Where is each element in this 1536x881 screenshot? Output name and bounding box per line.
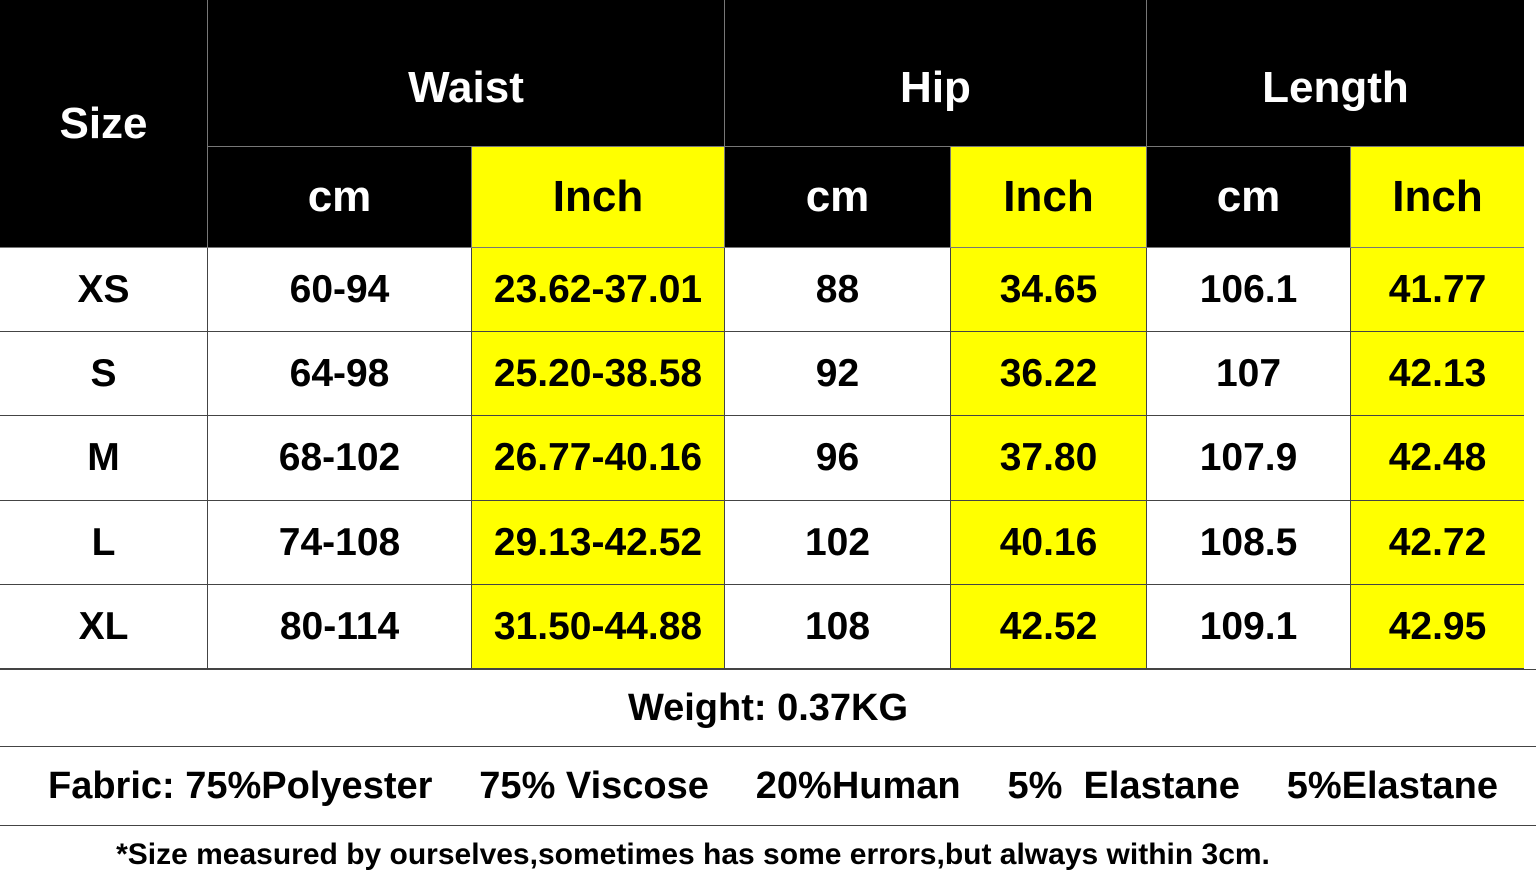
measure-cell: 42.48 <box>1350 416 1524 501</box>
measure-cell: 102 <box>724 501 950 585</box>
size-label: S <box>0 332 207 416</box>
measure-cell: 60-94 <box>207 248 471 332</box>
size-header: Size <box>0 0 207 248</box>
weight: Weight: 0.37KG <box>0 669 1536 747</box>
measure-cell: 42.13 <box>1350 332 1524 416</box>
group-header: Waist <box>207 0 724 147</box>
size-label: M <box>0 416 207 501</box>
measure-cell: 42.95 <box>1350 585 1524 669</box>
size-label: XL <box>0 585 207 669</box>
unit-header: Inch <box>1350 147 1524 248</box>
measure-cell: 80-114 <box>207 585 471 669</box>
measure-cell: 96 <box>724 416 950 501</box>
unit-header: Inch <box>471 147 724 248</box>
unit-header: cm <box>1146 147 1350 248</box>
measure-cell: 31.50-44.88 <box>471 585 724 669</box>
group-header: Length <box>1146 0 1524 147</box>
measure-cell: 26.77-40.16 <box>471 416 724 501</box>
measure-cell: 108 <box>724 585 950 669</box>
fabric-part: Fabric: 75%Polyester <box>48 764 433 807</box>
measure-cell: 40.16 <box>950 501 1146 585</box>
measure-cell: 108.5 <box>1146 501 1350 585</box>
measure-cell: 29.13-42.52 <box>471 501 724 585</box>
size-label: XS <box>0 248 207 332</box>
measure-cell: 42.72 <box>1350 501 1524 585</box>
fabric-part: 5% Elastane <box>1007 764 1240 807</box>
fabric-line <box>0 825 1536 826</box>
unit-header: Inch <box>950 147 1146 248</box>
fabric-part: 20%Human <box>755 764 961 807</box>
measure-cell: 23.62-37.01 <box>471 248 724 332</box>
measure-cell: 37.80 <box>950 416 1146 501</box>
fabric-part: 5%Elastane <box>1286 764 1498 807</box>
measure-cell: 41.77 <box>1350 248 1524 332</box>
group-header: Hip <box>724 0 1146 147</box>
fabric-row: Fabric: 75%Polyester 75% Viscose 20%Human 5… <box>48 747 1498 825</box>
measure-cell: 34.65 <box>950 248 1146 332</box>
measure-cell: 64-98 <box>207 332 471 416</box>
measure-cell: 109.1 <box>1146 585 1350 669</box>
note: *Size measured by ourselves,sometimes ha… <box>116 837 1270 871</box>
fabric-part: 75% Viscose <box>479 764 709 807</box>
measure-cell: 107 <box>1146 332 1350 416</box>
measure-cell: 36.22 <box>950 332 1146 416</box>
measure-cell: 68-102 <box>207 416 471 501</box>
measure-cell: 74-108 <box>207 501 471 585</box>
measure-cell: 42.52 <box>950 585 1146 669</box>
measure-cell: 25.20-38.58 <box>471 332 724 416</box>
measure-cell: 106.1 <box>1146 248 1350 332</box>
unit-header: cm <box>724 147 950 248</box>
measure-cell: 107.9 <box>1146 416 1350 501</box>
unit-header: cm <box>207 147 471 248</box>
size-label: L <box>0 501 207 585</box>
measure-cell: 92 <box>724 332 950 416</box>
measure-cell: 88 <box>724 248 950 332</box>
